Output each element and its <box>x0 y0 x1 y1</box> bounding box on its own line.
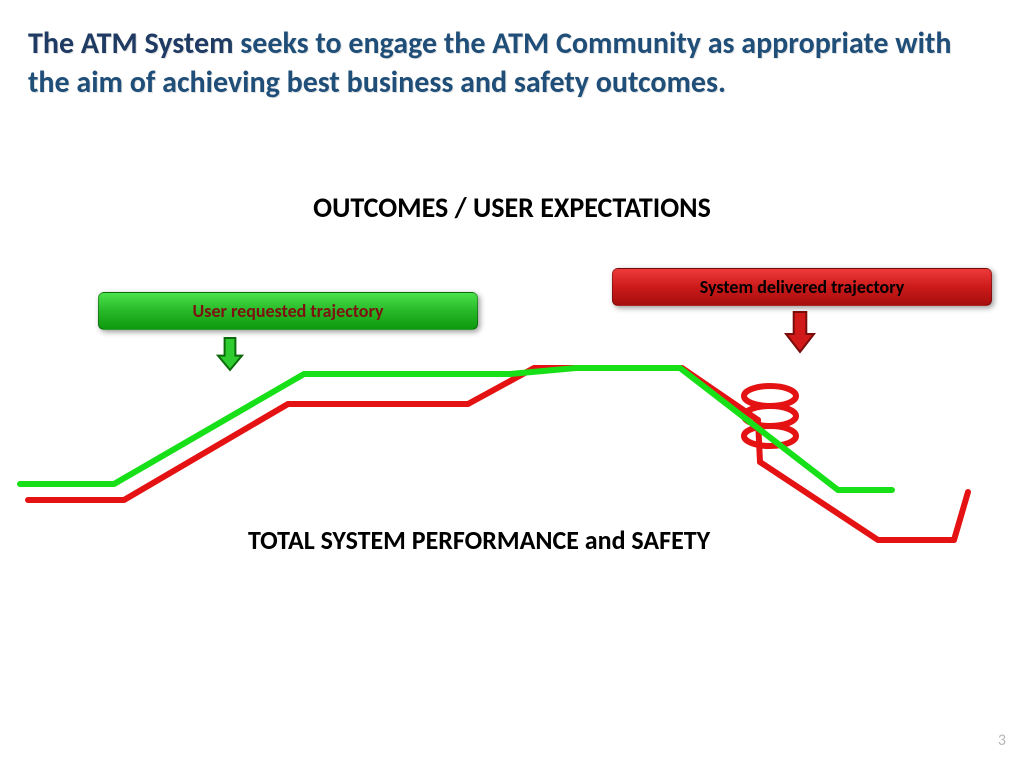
system-delivered-trajectory-line <box>28 368 758 500</box>
down-arrow-red-icon <box>786 312 814 352</box>
down-arrow-green-icon <box>218 338 242 370</box>
trajectory-diagram <box>0 0 1024 768</box>
page-number: 3 <box>998 731 1006 750</box>
bottom-caption: TOTAL SYSTEM PERFORMANCE and SAFETY <box>248 524 808 557</box>
